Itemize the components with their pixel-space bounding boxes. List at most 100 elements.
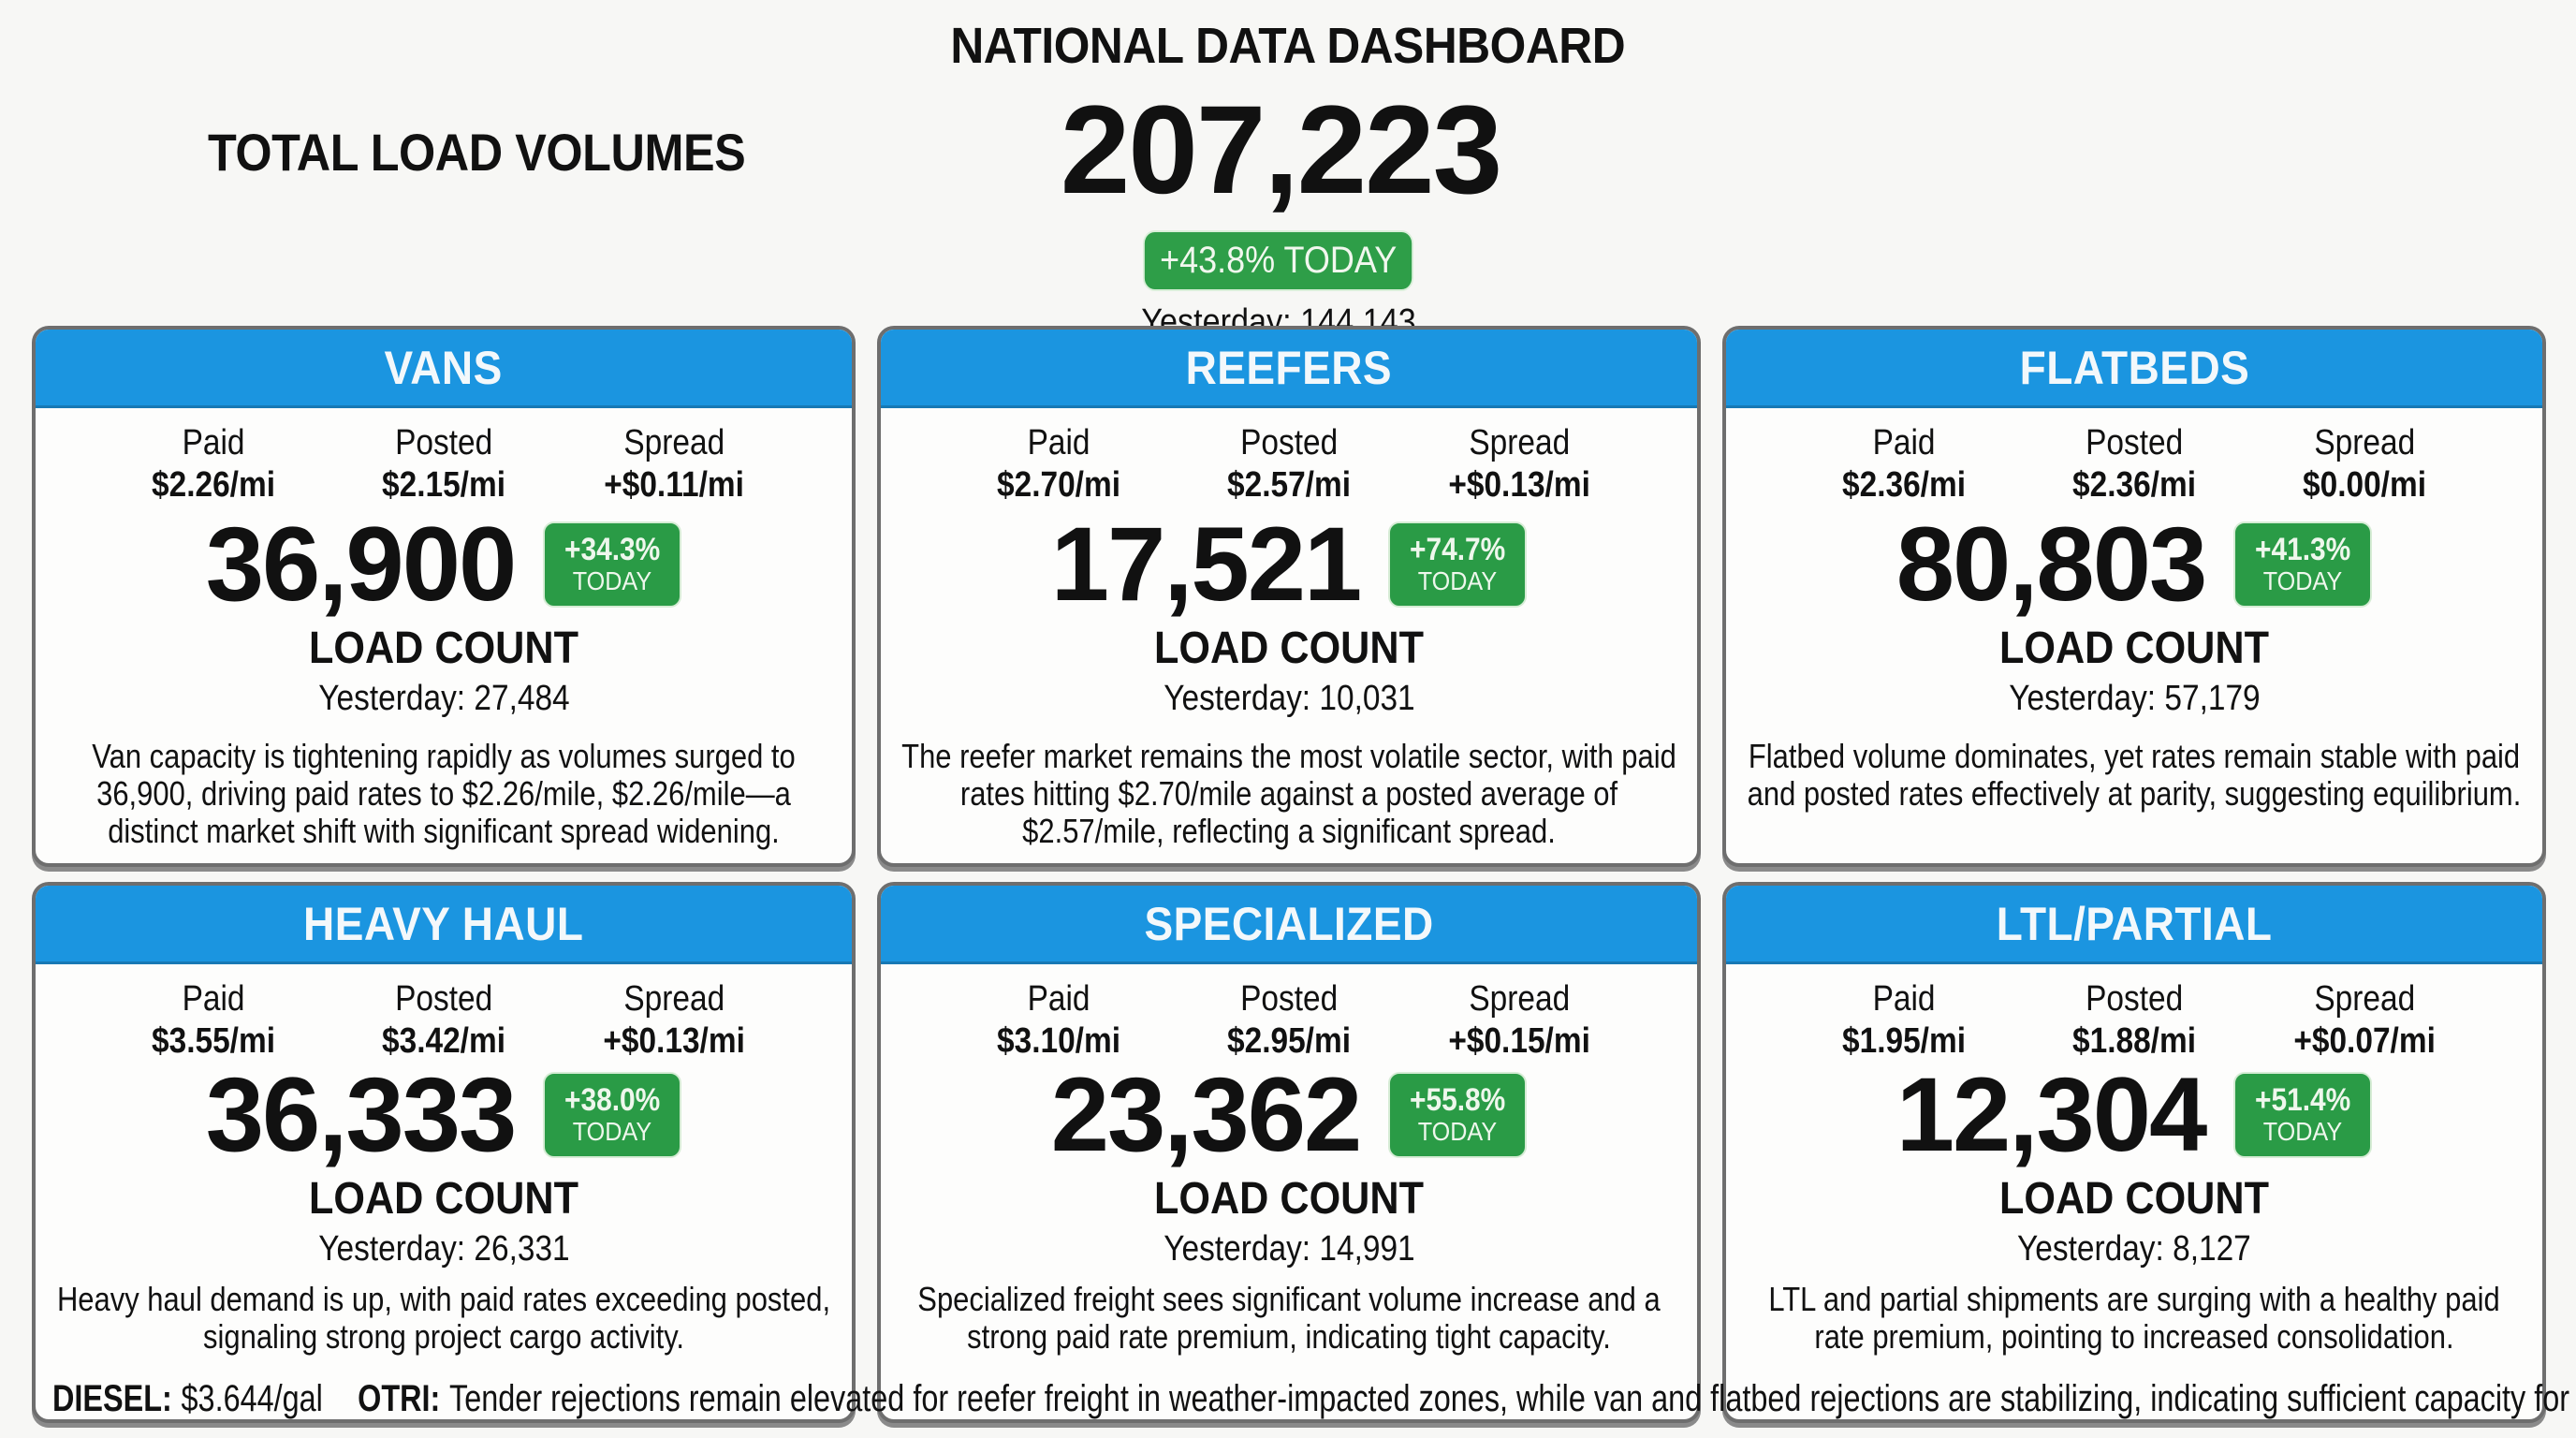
change-today-label: TODAY xyxy=(2263,565,2343,595)
change-badge: +41.3% TODAY xyxy=(2233,521,2373,609)
equipment-card-grid: VANS Paid $2.26/mi Posted $2.15/mi Sprea… xyxy=(32,326,2546,1423)
footer-ticker: DIESEL: $3.644/gal OTRI: Tender rejectio… xyxy=(52,1378,2576,1420)
posted-label: Posted xyxy=(394,979,493,1019)
yesterday-count: Yesterday: 26,331 xyxy=(317,1229,570,1269)
load-count-value: 36,900 xyxy=(205,506,518,624)
change-percent: +41.3% xyxy=(2255,532,2351,568)
total-change-badge: +43.8% TODAY xyxy=(1143,230,1414,291)
load-count-value: 12,304 xyxy=(1895,1056,2208,1174)
posted-rate: Posted $3.42/mi xyxy=(331,979,556,1063)
paid-value: $3.55/mi xyxy=(152,1020,275,1061)
spread-label: Spread xyxy=(623,423,724,462)
card-description: The reefer market remains the most volat… xyxy=(901,736,1676,851)
paid-label: Paid xyxy=(1872,979,1936,1019)
posted-value: $2.15/mi xyxy=(382,464,505,505)
change-badge: +38.0% TODAY xyxy=(543,1072,682,1159)
spread-rate: Spread +$0.15/mi xyxy=(1407,979,1632,1063)
card-title: SPECIALIZED xyxy=(1144,897,1434,950)
load-count-value: 80,803 xyxy=(1895,506,2208,624)
spread-label: Spread xyxy=(2314,979,2415,1019)
posted-label: Posted xyxy=(394,423,493,462)
load-count-label: LOAD COUNT xyxy=(1154,1174,1424,1225)
card-header: VANS xyxy=(36,330,852,408)
load-count-label: LOAD COUNT xyxy=(309,624,578,674)
change-today-label: TODAY xyxy=(1418,565,1498,595)
rate-row: Paid $2.70/mi Posted $2.57/mi Spread +$0… xyxy=(881,412,1697,506)
spread-rate: Spread +$0.13/mi xyxy=(1407,423,1632,506)
change-percent: +38.0% xyxy=(564,1082,661,1119)
posted-value: $2.57/mi xyxy=(1227,464,1351,505)
card-specialized: SPECIALIZED Paid $3.10/mi Posted $2.95/m… xyxy=(877,882,1701,1423)
posted-label: Posted xyxy=(1239,979,1339,1019)
change-badge: +74.7% TODAY xyxy=(1388,521,1528,609)
rate-row: Paid $3.55/mi Posted $3.42/mi Spread +$0… xyxy=(36,968,852,1063)
card-description: LTL and partial shipments are surging wi… xyxy=(1768,1279,2500,1356)
card-header: REEFERS xyxy=(881,330,1697,408)
spread-label: Spread xyxy=(1469,423,1570,462)
national-summary: NATIONAL DATA DASHBOARD 207,223 +43.8% T… xyxy=(0,17,2576,343)
diesel-price: $3.644/gal xyxy=(181,1378,323,1419)
spread-label: Spread xyxy=(623,979,724,1019)
load-count-label: LOAD COUNT xyxy=(309,1174,578,1225)
count-row: 36,900 +34.3% TODAY xyxy=(206,512,682,617)
posted-value: $3.42/mi xyxy=(382,1020,505,1061)
paid-label: Paid xyxy=(182,423,245,462)
posted-label: Posted xyxy=(1239,423,1339,462)
paid-rate: Paid $2.36/mi xyxy=(1792,423,2016,506)
change-percent: +74.7% xyxy=(1410,532,1506,568)
posted-rate: Posted $2.57/mi xyxy=(1177,423,1401,506)
page-title: NATIONAL DATA DASHBOARD xyxy=(950,18,1626,74)
posted-rate: Posted $2.36/mi xyxy=(2022,423,2247,506)
spread-value: +$0.13/mi xyxy=(1448,464,1590,505)
card-title: REEFERS xyxy=(1185,341,1393,394)
spread-label: Spread xyxy=(1469,979,1570,1019)
card-title: VANS xyxy=(384,341,504,394)
load-count-label: LOAD COUNT xyxy=(1999,624,2269,674)
count-row: 80,803 +41.3% TODAY xyxy=(1896,512,2373,617)
rate-row: Paid $2.26/mi Posted $2.15/mi Spread +$0… xyxy=(36,412,852,506)
paid-rate: Paid $3.10/mi xyxy=(946,979,1171,1063)
spread-value: +$0.11/mi xyxy=(604,464,744,505)
paid-value: $1.95/mi xyxy=(1842,1020,1966,1061)
otri-label: OTRI: xyxy=(358,1378,441,1419)
paid-value: $3.10/mi xyxy=(997,1020,1120,1061)
paid-value: $2.36/mi xyxy=(1842,464,1966,505)
posted-value: $2.95/mi xyxy=(1227,1020,1351,1061)
rate-row: Paid $1.95/mi Posted $1.88/mi Spread +$0… xyxy=(1726,968,2542,1063)
posted-rate: Posted $1.88/mi xyxy=(2022,979,2247,1063)
paid-value: $2.26/mi xyxy=(152,464,275,505)
count-row: 23,362 +55.8% TODAY xyxy=(1051,1063,1528,1167)
spread-rate: Spread +$0.13/mi xyxy=(562,979,786,1063)
paid-label: Paid xyxy=(1027,423,1090,462)
card-header: SPECIALIZED xyxy=(881,886,1697,964)
spread-value: +$0.13/mi xyxy=(603,1020,745,1061)
paid-rate: Paid $2.70/mi xyxy=(946,423,1171,506)
paid-rate: Paid $1.95/mi xyxy=(1792,979,2016,1063)
posted-value: $2.36/mi xyxy=(2072,464,2196,505)
posted-rate: Posted $2.95/mi xyxy=(1177,979,1401,1063)
load-count-label: LOAD COUNT xyxy=(1154,624,1424,674)
card-title: FLATBEDS xyxy=(2019,341,2249,394)
card-header: FLATBEDS xyxy=(1726,330,2542,408)
change-percent: +51.4% xyxy=(2255,1082,2351,1119)
card-flatbeds: FLATBEDS Paid $2.36/mi Posted $2.36/mi S… xyxy=(1722,326,2546,867)
paid-rate: Paid $3.55/mi xyxy=(101,979,326,1063)
card-description: Van capacity is tightening rapidly as vo… xyxy=(92,736,796,851)
change-today-label: TODAY xyxy=(2263,1116,2343,1146)
card-vans: VANS Paid $2.26/mi Posted $2.15/mi Sprea… xyxy=(32,326,856,867)
posted-label: Posted xyxy=(2085,979,2184,1019)
posted-value: $1.88/mi xyxy=(2072,1020,2196,1061)
card-description: Heavy haul demand is up, with paid rates… xyxy=(56,1279,831,1356)
count-row: 17,521 +74.7% TODAY xyxy=(1051,512,1528,617)
card-title: LTL/PARTIAL xyxy=(1996,897,2273,950)
change-percent: +34.3% xyxy=(564,532,661,568)
card-description: Flatbed volume dominates, yet rates rema… xyxy=(1747,736,2522,813)
yesterday-count: Yesterday: 14,991 xyxy=(1163,1229,1415,1269)
diesel-label: DIESEL: xyxy=(52,1378,172,1419)
count-row: 36,333 +38.0% TODAY xyxy=(206,1063,682,1167)
load-count-value: 23,362 xyxy=(1050,1056,1363,1174)
yesterday-count: Yesterday: 8,127 xyxy=(2017,1229,2251,1269)
change-badge: +51.4% TODAY xyxy=(2233,1072,2373,1159)
change-today-label: TODAY xyxy=(1418,1116,1498,1146)
